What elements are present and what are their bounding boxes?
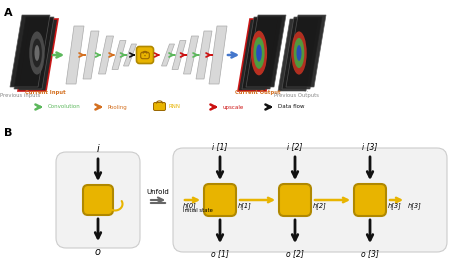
Polygon shape bbox=[242, 17, 282, 89]
Text: h[3]: h[3] bbox=[388, 202, 402, 209]
Polygon shape bbox=[124, 44, 137, 66]
FancyBboxPatch shape bbox=[204, 184, 236, 216]
Text: i [3]: i [3] bbox=[362, 142, 378, 151]
Text: Unfold: Unfold bbox=[146, 189, 169, 195]
FancyBboxPatch shape bbox=[137, 47, 154, 63]
Ellipse shape bbox=[254, 37, 264, 69]
Text: Pooling: Pooling bbox=[108, 105, 128, 109]
Polygon shape bbox=[162, 44, 174, 66]
Text: Initial state: Initial state bbox=[183, 208, 213, 213]
Text: ...: ... bbox=[254, 88, 259, 93]
FancyBboxPatch shape bbox=[279, 184, 311, 216]
Text: Current Input: Current Input bbox=[25, 90, 65, 95]
FancyBboxPatch shape bbox=[354, 184, 386, 216]
Text: i [1]: i [1] bbox=[212, 142, 228, 151]
Polygon shape bbox=[282, 17, 322, 89]
Ellipse shape bbox=[251, 31, 267, 75]
Text: B: B bbox=[4, 128, 12, 138]
Text: Convolution: Convolution bbox=[48, 105, 81, 109]
Text: o [2]: o [2] bbox=[286, 249, 304, 258]
Polygon shape bbox=[196, 31, 212, 79]
Polygon shape bbox=[183, 36, 199, 74]
Polygon shape bbox=[66, 26, 84, 84]
Ellipse shape bbox=[256, 44, 262, 62]
Text: o [3]: o [3] bbox=[361, 249, 379, 258]
Text: Previous inputs: Previous inputs bbox=[0, 93, 40, 98]
Polygon shape bbox=[278, 19, 318, 91]
Text: o: o bbox=[95, 247, 101, 257]
Text: o [1]: o [1] bbox=[211, 249, 229, 258]
Polygon shape bbox=[83, 31, 99, 79]
Polygon shape bbox=[112, 40, 126, 69]
FancyBboxPatch shape bbox=[83, 185, 113, 215]
Polygon shape bbox=[238, 19, 278, 91]
Polygon shape bbox=[209, 26, 227, 84]
Circle shape bbox=[144, 55, 146, 56]
Ellipse shape bbox=[292, 31, 307, 75]
Text: h[1]: h[1] bbox=[238, 202, 252, 209]
Text: h[3]: h[3] bbox=[408, 202, 422, 209]
Polygon shape bbox=[10, 15, 50, 87]
Polygon shape bbox=[172, 40, 186, 69]
Text: RNN: RNN bbox=[169, 105, 181, 109]
Text: upscale: upscale bbox=[223, 105, 244, 109]
Ellipse shape bbox=[294, 38, 304, 68]
FancyBboxPatch shape bbox=[173, 148, 447, 252]
Polygon shape bbox=[18, 19, 58, 91]
Polygon shape bbox=[99, 36, 113, 74]
Ellipse shape bbox=[29, 31, 45, 75]
Polygon shape bbox=[14, 17, 54, 89]
Ellipse shape bbox=[35, 45, 39, 61]
Text: A: A bbox=[4, 8, 13, 18]
Polygon shape bbox=[246, 15, 286, 87]
FancyBboxPatch shape bbox=[154, 102, 165, 111]
Text: Data flow: Data flow bbox=[278, 105, 304, 109]
Text: Previous Outputs: Previous Outputs bbox=[274, 93, 319, 98]
FancyBboxPatch shape bbox=[141, 52, 149, 59]
Text: h[2]: h[2] bbox=[313, 202, 327, 209]
Polygon shape bbox=[286, 15, 326, 87]
Text: i: i bbox=[97, 144, 100, 154]
Ellipse shape bbox=[32, 38, 42, 67]
Text: h[0]: h[0] bbox=[183, 202, 197, 209]
Text: ...: ... bbox=[303, 88, 309, 93]
Text: Current Output: Current Output bbox=[235, 90, 281, 95]
FancyBboxPatch shape bbox=[56, 152, 140, 248]
Ellipse shape bbox=[296, 45, 301, 61]
Text: i [2]: i [2] bbox=[287, 142, 303, 151]
